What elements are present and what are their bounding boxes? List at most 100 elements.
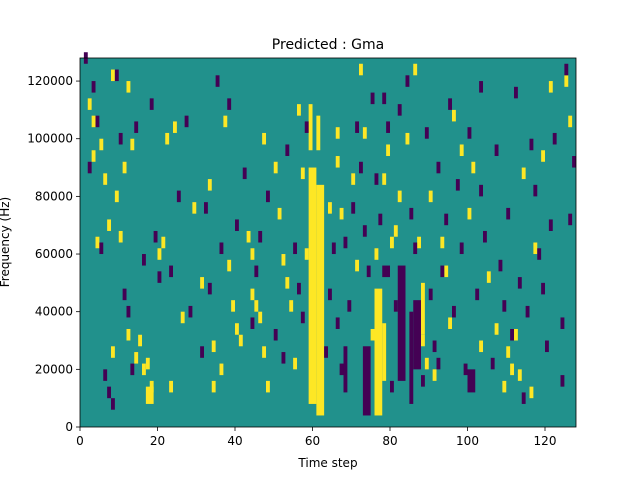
heatmap-band-low bbox=[413, 300, 421, 370]
heatmap-band-high bbox=[374, 288, 383, 416]
heatmap-cell-low bbox=[405, 75, 410, 87]
heatmap-cell-high bbox=[510, 363, 515, 376]
heatmap-cell-high bbox=[145, 357, 150, 370]
heatmap-cell-high bbox=[424, 357, 429, 370]
heatmap-cell-low bbox=[343, 236, 348, 249]
heatmap-cell-low bbox=[525, 305, 530, 318]
heatmap-band-low bbox=[382, 265, 390, 278]
heatmap-cell-high bbox=[362, 127, 367, 139]
x-tick-label: 120 bbox=[534, 434, 557, 448]
heatmap-cell-high bbox=[238, 334, 243, 347]
heatmap-band-low bbox=[343, 346, 348, 393]
heatmap-cell-high bbox=[258, 311, 263, 324]
heatmap-cell-low bbox=[413, 242, 418, 255]
heatmap-cell-high bbox=[421, 334, 425, 347]
y-tick-label: 40000 bbox=[35, 305, 73, 319]
heatmap-cell-high bbox=[405, 132, 410, 145]
heatmap-cell-low bbox=[142, 254, 146, 266]
heatmap-cell-high bbox=[180, 311, 185, 324]
heatmap-cell-high bbox=[432, 369, 437, 381]
heatmap-cell-low bbox=[204, 202, 208, 214]
heatmap-cell-low bbox=[479, 184, 484, 197]
heatmap-cell-low bbox=[111, 398, 115, 410]
heatmap-cell-low bbox=[157, 271, 162, 283]
heatmap-cell-low bbox=[366, 265, 371, 278]
heatmap-cell-low bbox=[176, 190, 181, 203]
heatmap-cell-high bbox=[304, 248, 309, 260]
y-tick-label: 60000 bbox=[35, 247, 73, 261]
heatmap-cell-high bbox=[517, 369, 522, 381]
heatmap-cell-high bbox=[335, 156, 340, 168]
heatmap-cell-high bbox=[386, 144, 391, 157]
heatmap-cell-low bbox=[378, 213, 383, 226]
heatmap-cell-high bbox=[111, 69, 115, 82]
heatmap-cell-high bbox=[486, 271, 491, 283]
heatmap-cell-low bbox=[436, 161, 441, 174]
heatmap-cell-high bbox=[494, 323, 499, 335]
heatmap-cell-high bbox=[335, 127, 340, 139]
heatmap-band-high bbox=[316, 115, 321, 151]
heatmap-cell-high bbox=[506, 346, 511, 358]
heatmap-cell-high bbox=[297, 104, 301, 116]
heatmap-cell-low bbox=[184, 115, 189, 128]
heatmap-cell-low bbox=[517, 277, 522, 289]
heatmap-cell-low bbox=[455, 179, 460, 191]
heatmap-cell-low bbox=[568, 213, 573, 226]
heatmap-cell-low bbox=[169, 265, 174, 278]
heatmap-cell-low bbox=[359, 161, 363, 174]
heatmap-cell-low bbox=[103, 369, 108, 381]
heatmap-cell-high bbox=[541, 150, 546, 162]
heatmap-cell-low bbox=[552, 132, 557, 145]
y-axis: 0 20000 40000 60000 80000 100000 120000 bbox=[27, 74, 80, 434]
heatmap-cell-high bbox=[235, 323, 239, 335]
heatmap-cell-low bbox=[227, 98, 232, 110]
heatmap-cell-low bbox=[444, 213, 449, 226]
heatmap-cell-low bbox=[448, 98, 453, 110]
heatmap-cell-high bbox=[95, 236, 100, 249]
heatmap-cell-low bbox=[188, 305, 193, 318]
heatmap-cell-low bbox=[362, 225, 367, 237]
heatmap-cell-low bbox=[424, 127, 429, 139]
heatmap-cell-high bbox=[165, 132, 170, 145]
heatmap-cell-high bbox=[393, 225, 398, 237]
heatmap-band-low bbox=[397, 265, 406, 381]
heatmap-cell-low bbox=[207, 282, 212, 295]
heatmap-cell-high bbox=[173, 121, 177, 133]
y-tick-label: 0 bbox=[65, 420, 73, 434]
heatmap-cell-low bbox=[235, 219, 239, 231]
heatmap-cell-low bbox=[459, 242, 464, 255]
heatmap-cell-low bbox=[514, 86, 518, 99]
heatmap-cells bbox=[83, 52, 577, 416]
heatmap-cell-high bbox=[250, 288, 255, 301]
heatmap-cell-low bbox=[432, 340, 437, 353]
heatmap-cell-high bbox=[328, 202, 332, 214]
heatmap-cell-low bbox=[533, 184, 538, 197]
heatmap-cell-low bbox=[541, 282, 546, 295]
heatmap-cell-high bbox=[444, 265, 449, 278]
heatmap-cell-low bbox=[134, 121, 139, 133]
heatmap-cell-low bbox=[548, 219, 553, 231]
heatmap-band-high bbox=[421, 282, 425, 335]
heatmap-cell-low bbox=[95, 115, 100, 128]
heatmap-cell-high bbox=[103, 173, 108, 185]
heatmap-cell-low bbox=[537, 248, 542, 260]
heatmap-cell-high bbox=[339, 207, 344, 220]
heatmap-cell-low bbox=[285, 144, 290, 157]
heatmap-cell-high bbox=[281, 254, 286, 266]
heatmap-cell-high bbox=[122, 161, 127, 174]
heatmap-cell-high bbox=[114, 190, 119, 203]
heatmap-cell-low bbox=[273, 328, 278, 341]
heatmap-cell-low bbox=[483, 230, 487, 243]
heatmap-cell-low bbox=[304, 121, 309, 133]
heatmap-cell-high bbox=[223, 115, 228, 128]
heatmap-cell-high bbox=[126, 81, 131, 93]
heatmap-cell-high bbox=[211, 340, 216, 353]
x-tick-label: 60 bbox=[305, 434, 320, 448]
heatmap-cell-low bbox=[215, 75, 220, 87]
heatmap-cell-low bbox=[397, 104, 402, 116]
x-tick-label: 0 bbox=[76, 434, 84, 448]
heatmap-cell-low bbox=[91, 81, 96, 93]
heatmap-cell-high bbox=[91, 150, 96, 162]
heatmap-cell-low bbox=[250, 317, 255, 329]
